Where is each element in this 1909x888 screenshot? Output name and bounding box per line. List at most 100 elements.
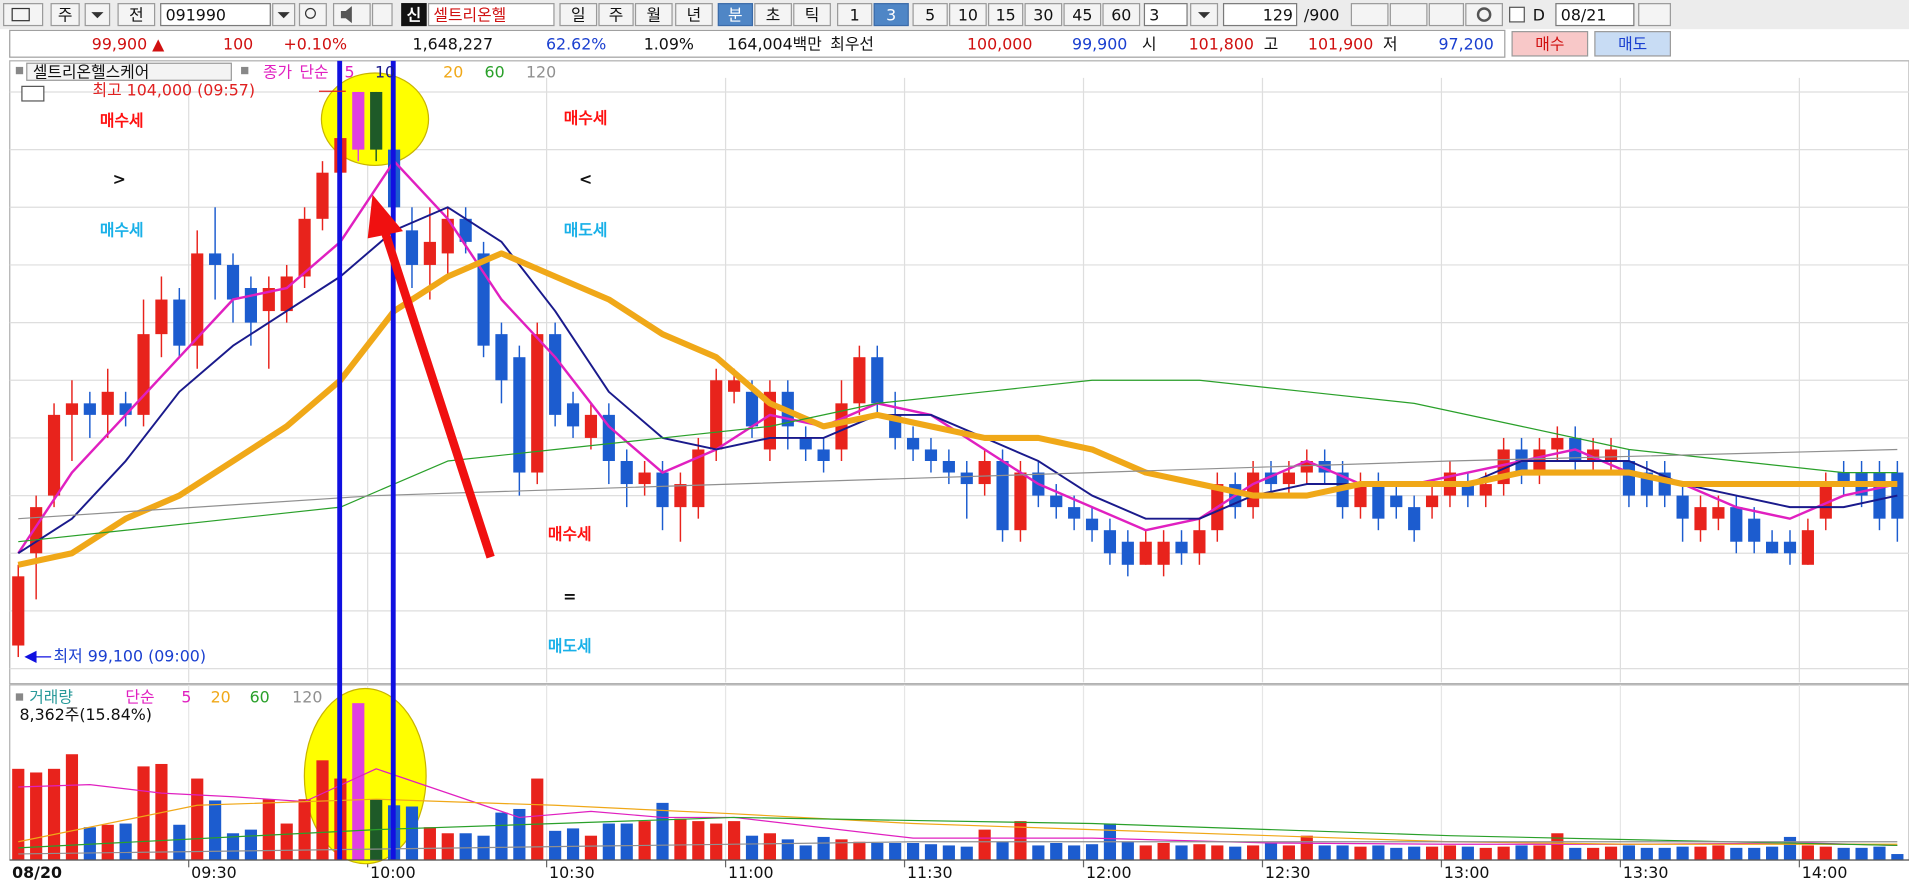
quote-value: +0.10% [283,35,347,54]
toolbar-label: 3 [1149,5,1159,24]
candle-body [1372,484,1385,519]
order-button[interactable] [1594,31,1671,57]
toolbar-button[interactable] [1063,3,1102,27]
dropdown[interactable] [371,3,393,27]
moving-average [18,448,1898,520]
candle-body [871,357,884,404]
toolbar-label: 60 [1111,5,1131,24]
volume-bar [602,823,615,861]
volume-bar [674,818,687,861]
volume-bar [1354,846,1367,861]
volume-bar [65,754,79,861]
volume-bar [1801,845,1814,861]
volume-bar [1730,847,1743,861]
candle-body [1748,518,1761,542]
input-box[interactable] [1555,3,1635,27]
candle-body [853,357,866,404]
legend-label: 거래량 [29,688,73,707]
toolbar-label: 일 [571,5,586,24]
quote-value: 101,900 [1308,35,1373,54]
toolbar-button[interactable] [634,3,673,27]
candle-body [1318,460,1331,473]
legend-entry: 5 [181,688,191,707]
x-tick-label: 10:00 [370,863,416,882]
toolbar-button[interactable] [949,3,987,27]
annotation: < [579,170,592,189]
toolbar-button[interactable] [1024,3,1063,27]
toolbar-label: 전 [129,5,144,24]
candle-body [817,449,830,461]
order-button[interactable] [1511,31,1589,57]
toolbar-button[interactable] [837,3,873,27]
candle-body [1390,495,1403,508]
candle-body [1264,472,1278,485]
toolbar-button[interactable] [117,3,156,27]
toolbar-button[interactable] [598,3,634,27]
save-button[interactable] [1428,3,1465,27]
volume-bar [191,778,204,861]
toolbar-button[interactable] [675,3,713,27]
toolbar-label: 091990 [166,5,226,24]
toolbar-button[interactable] [1102,3,1141,27]
volume-bar [209,800,222,861]
red-arrow [380,229,495,559]
toolbar-button[interactable] [559,3,598,27]
volume-bar [835,839,848,861]
legend-entry: 20 [443,62,463,81]
volume-bar [781,839,794,861]
order-button-label[interactable]: 매도 [1618,35,1647,54]
toolbar-button[interactable] [793,3,831,27]
order-button-label[interactable]: 매수 [1535,35,1564,54]
volume-bar [1533,845,1546,861]
candle-body [978,460,991,485]
search-button[interactable] [298,3,327,27]
candle-body [656,472,669,508]
candle-body [566,403,580,427]
legend-label: 단순 [125,688,154,707]
settings-button[interactable] [1465,3,1503,27]
annotation: > [113,170,126,189]
toolbar-button[interactable] [50,3,80,27]
quote-value: 62.62% [546,35,606,54]
input-box[interactable] [160,3,271,27]
tool-button[interactable] [1389,3,1428,27]
volume-bar [1014,821,1027,861]
toolbar-button[interactable] [427,3,555,27]
volume-bar [638,821,651,861]
toolbar-label: 45 [1072,5,1092,24]
candle-body [155,299,168,335]
candle-body [495,334,508,381]
volume-bar [549,830,562,861]
volume-bar [1318,845,1331,861]
volume-bar [1551,833,1564,861]
toolbar-button[interactable] [987,3,1024,27]
moving-average [17,206,1898,555]
toolbar-button[interactable] [754,3,792,27]
candle-body [1175,541,1188,554]
tool-button[interactable] [1350,3,1389,27]
checkbox[interactable] [1509,6,1525,23]
calendar-button[interactable] [1638,3,1671,27]
volume-bar [745,835,759,861]
toolbar-button[interactable] [401,3,427,27]
toolbar-button[interactable] [717,3,754,27]
input-box[interactable] [1143,3,1188,27]
volume-bar [1443,845,1457,861]
candle-body [1068,507,1081,519]
toolbar-button[interactable] [912,3,948,27]
candle-body [835,403,848,450]
candle-body [638,472,651,485]
candle-body [1014,472,1027,531]
price-panel [9,60,1909,685]
candle-body [924,449,938,461]
toolbar-label: 08/21 [1561,5,1607,24]
toolbar-label: 1 [850,5,860,24]
menu-icon[interactable] [3,3,44,27]
volume-bar [1515,845,1528,861]
toolbar-button[interactable] [873,3,909,27]
candle-body [1873,472,1886,519]
volume-bar [1032,845,1045,861]
candle-body [209,253,222,265]
input-box[interactable] [1222,3,1298,27]
